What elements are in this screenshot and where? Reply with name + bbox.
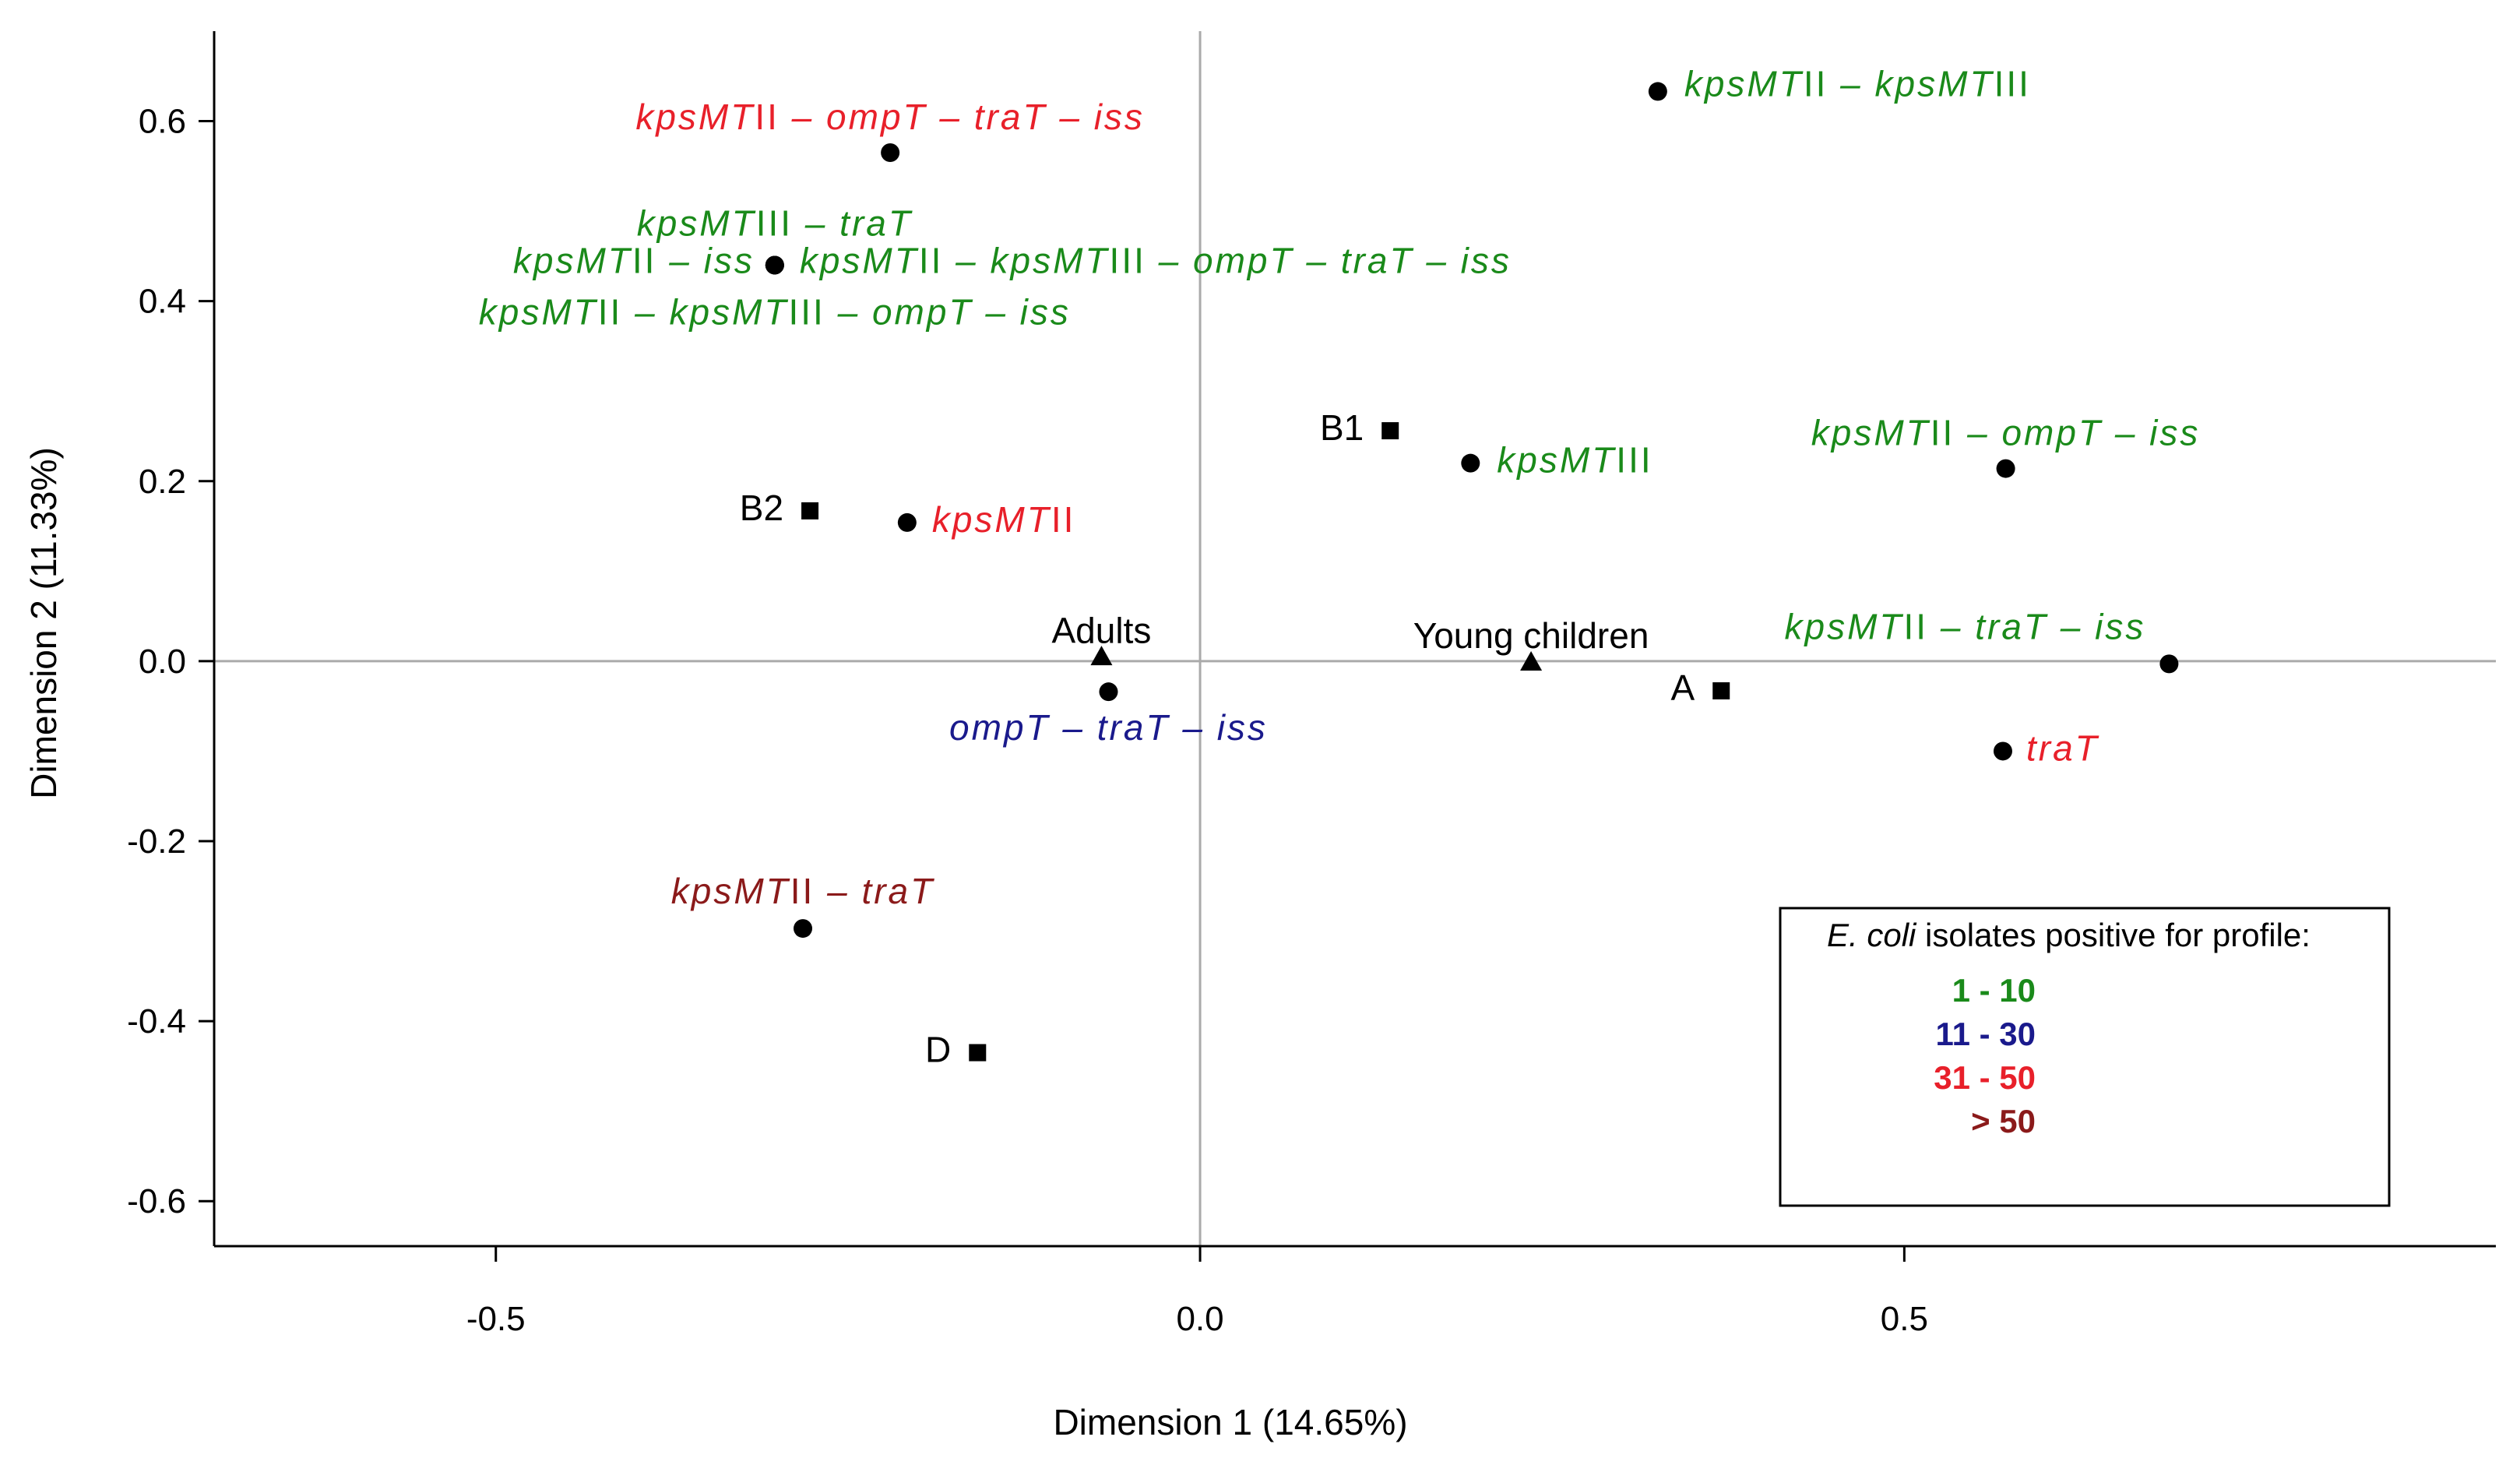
profile-point: [1461, 453, 1480, 473]
group-square-marker: [801, 502, 819, 519]
data-labels: kpsMTII – ompT – traT – iss kpsMTII – kps…: [479, 64, 2201, 1070]
legend-box: [1779, 907, 2391, 1207]
profile-label: kpsMTII: [932, 499, 1076, 540]
profile-point: [1993, 741, 2012, 761]
group-label: B2: [740, 488, 783, 528]
legend-entries: 1 - 10 11 - 30 31 - 50 > 50: [1934, 972, 2036, 1139]
profile-point: [1996, 459, 2015, 478]
y-tick-label: -0.4: [127, 1002, 186, 1041]
legend-title-rest: isolates positive for profile:: [1916, 917, 2311, 953]
group-square-marker: [1712, 682, 1730, 700]
profile-label: kpsMTII – kpsMTIII – ompT – traT – iss: [800, 241, 1512, 281]
profile-label: kpsMTII – ompT – traT – iss: [635, 97, 1145, 137]
y-tick-label: 0.0: [139, 643, 186, 681]
group-label: D: [925, 1030, 951, 1070]
profile-point: [1648, 82, 1667, 101]
group-label: A: [1671, 667, 1695, 708]
profile-label: kpsMTII – traT: [671, 871, 935, 911]
legend: E. coli isolates positive for profile: 1…: [1779, 907, 2391, 1207]
legend-entry: > 50: [1971, 1103, 2036, 1139]
x-tick-label: -0.5: [466, 1300, 526, 1338]
group-square-marker: [969, 1044, 987, 1062]
profile-point: [1099, 682, 1118, 702]
y-tick-label: -0.2: [127, 822, 186, 861]
profile-point: [765, 255, 784, 275]
ticks: 0.6 0.4 0.2 0.0 -0.2 -0.4 -0.6 -0.5 0.0 0.5: [127, 103, 1928, 1338]
reference-lines: [214, 31, 2496, 1246]
profile-label: kpsMTII – kpsMTIII: [1684, 64, 2031, 104]
group-label: Adults: [1052, 610, 1152, 650]
legend-entry: 11 - 30: [1936, 1016, 2036, 1052]
group-square-marker: [1381, 422, 1399, 440]
profile-point: [2159, 654, 2179, 674]
group-triangle-marker: [1520, 651, 1543, 671]
group-label: Young children: [1413, 615, 1649, 656]
y-tick-label: -0.6: [127, 1182, 186, 1220]
profile-point: [881, 143, 900, 162]
y-tick-label: 0.6: [139, 103, 186, 141]
y-tick-label: 0.2: [139, 463, 186, 501]
profile-label: kpsMTII – iss: [513, 241, 755, 281]
data-points: [765, 82, 2179, 1062]
group-triangle-marker: [1090, 646, 1113, 666]
profile-point: [794, 919, 813, 939]
y-tick-label: 0.4: [139, 283, 186, 321]
profile-label: kpsMTIII: [1497, 440, 1652, 481]
group-label: B1: [1320, 407, 1364, 448]
y-axis-title: Dimension 2 (11.33%): [23, 447, 64, 799]
legend-title: E. coli isolates positive for profile:: [1827, 917, 2311, 953]
profile-point: [897, 512, 917, 532]
x-tick-label: 0.0: [1176, 1300, 1223, 1338]
profile-label: kpsMTIII – traT: [637, 203, 913, 244]
profile-label: ompT – traT – iss: [949, 707, 1268, 748]
legend-title-italic: E. coli: [1827, 917, 1917, 953]
profile-label: kpsMTII – kpsMTIII – ompT – iss: [479, 292, 1071, 333]
x-axis-title: Dimension 1 (14.65%): [1053, 1402, 1407, 1442]
legend-entry: 1 - 10: [1952, 972, 2036, 1009]
profile-label: kpsMTII – traT – iss: [1785, 607, 2146, 647]
profile-label: traT: [2026, 728, 2099, 769]
axes: [213, 31, 2496, 1248]
x-tick-label: 0.5: [1881, 1300, 1928, 1338]
profile-label: kpsMTII – ompT – iss: [1811, 413, 2201, 453]
legend-entry: 31 - 50: [1934, 1059, 2036, 1096]
